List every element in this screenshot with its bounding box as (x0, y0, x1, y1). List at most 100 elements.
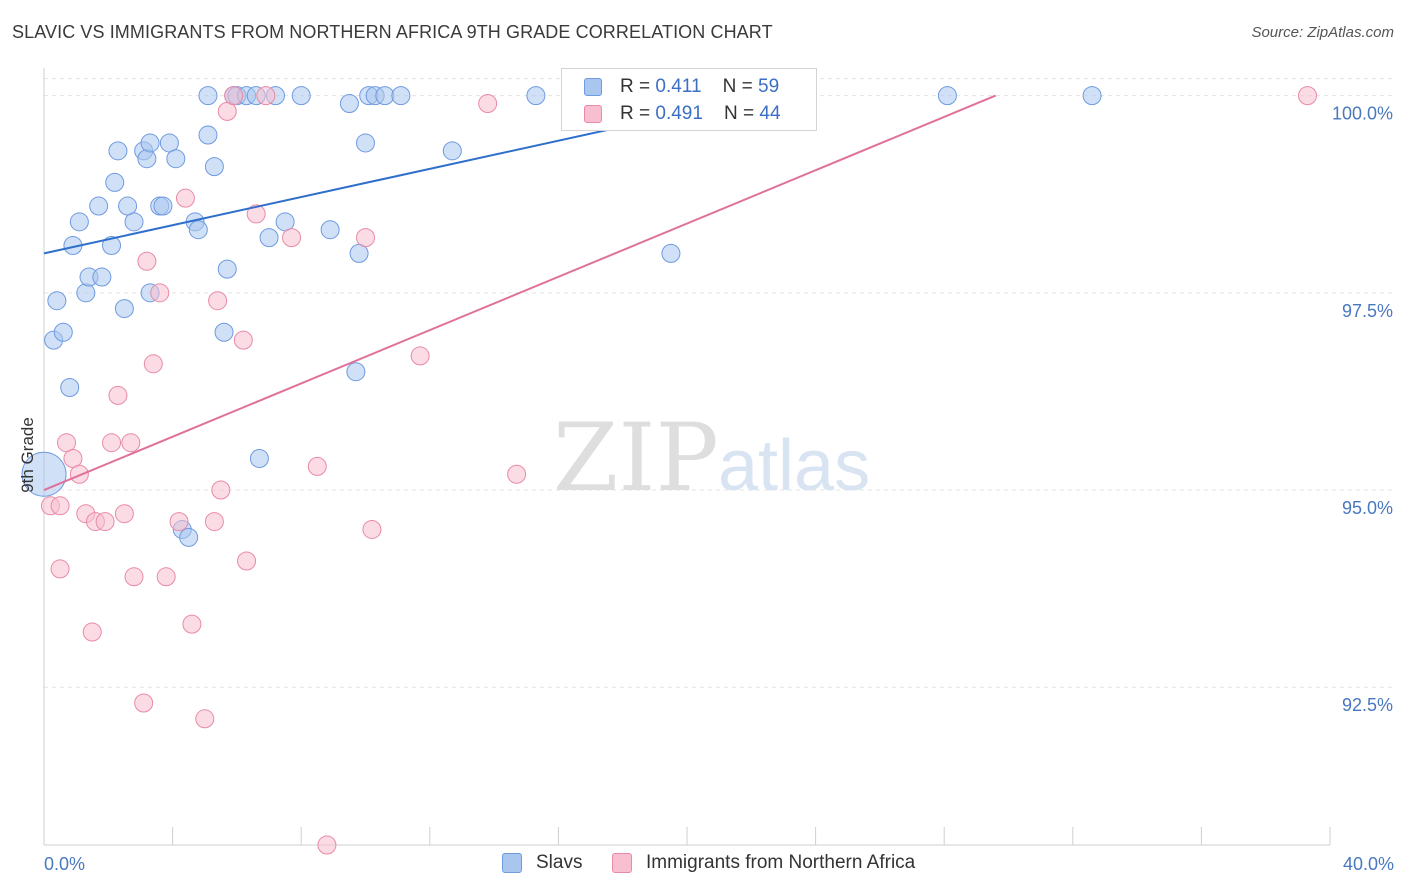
legend-r-value: 0.491 (655, 103, 703, 124)
slavs-point[interactable] (89, 196, 109, 216)
y-tick-label: 97.5% (1342, 301, 1393, 321)
legend-n-value: 44 (759, 103, 781, 124)
slavs-point[interactable] (124, 212, 144, 232)
immigrants-point[interactable] (317, 835, 337, 855)
watermark-zip: ZIP (553, 404, 719, 513)
legend-r-label: R = (620, 76, 656, 97)
slavs-point[interactable] (105, 172, 125, 192)
slavs-point[interactable] (442, 141, 462, 161)
immigrants-point[interactable] (208, 291, 228, 311)
x-axis-max-label: 40.0% (1343, 854, 1394, 874)
slavs-point[interactable] (259, 228, 279, 248)
immigrants-point[interactable] (237, 551, 257, 571)
immigrants-point[interactable] (246, 204, 266, 224)
legend-swatch-immigrants (612, 853, 632, 873)
slavs-point[interactable] (204, 157, 224, 177)
immigrants-point[interactable] (134, 693, 154, 713)
y-tick-labels: 100.0% 97.5% 95.0% 92.5% (1332, 104, 1393, 716)
immigrants-point[interactable] (282, 228, 302, 248)
stats-legend: R = 0.411 N = 59 R = 0.491 N = 44 (561, 68, 817, 131)
legend-n-label: N = (724, 103, 760, 124)
immigrants-point[interactable] (102, 433, 122, 453)
y-tick-label: 95.0% (1342, 498, 1393, 518)
slavs-point[interactable] (47, 291, 67, 311)
slavs-point[interactable] (339, 93, 359, 113)
immigrants-point[interactable] (169, 512, 189, 532)
immigrants-point[interactable] (156, 567, 176, 587)
slavs-point[interactable] (375, 86, 395, 106)
immigrants-point[interactable] (256, 86, 276, 106)
slavs-point[interactable] (937, 86, 957, 106)
y-tick-label: 100.0% (1332, 104, 1393, 124)
immigrants-point[interactable] (195, 709, 215, 729)
slavs-point[interactable] (140, 133, 160, 153)
slavs-point[interactable] (320, 220, 340, 240)
immigrants-point[interactable] (356, 228, 375, 248)
slavs-point[interactable] (346, 362, 366, 382)
slavs-point[interactable] (60, 377, 80, 397)
immigrants-point[interactable] (410, 346, 430, 366)
immigrants-point[interactable] (307, 456, 327, 476)
slavs-point[interactable] (166, 149, 186, 169)
immigrants-point[interactable] (50, 559, 70, 579)
immigrants-point[interactable] (69, 464, 89, 484)
data-points (21, 86, 1317, 855)
immigrants-point[interactable] (507, 464, 527, 484)
immigrants-point[interactable] (150, 283, 170, 303)
axes (43, 68, 1331, 846)
immigrants-point[interactable] (108, 385, 128, 405)
slavs-point[interactable] (53, 322, 73, 342)
slavs-point[interactable] (114, 299, 134, 319)
slavs-point[interactable] (188, 220, 208, 240)
legend-label-immigrants: Immigrants from Northern Africa (646, 852, 916, 873)
legend-swatch-slavs (502, 853, 522, 873)
slavs-point[interactable] (1082, 86, 1102, 106)
slavs-point[interactable] (153, 196, 173, 216)
immigrants-point[interactable] (204, 512, 224, 532)
immigrants-point[interactable] (1297, 86, 1317, 106)
immigrants-point[interactable] (224, 86, 244, 106)
slavs-point[interactable] (102, 235, 122, 255)
legend-item-immigrants[interactable]: Immigrants from Northern Africa (612, 852, 915, 874)
legend-n-label: N = (722, 76, 759, 97)
immigrants-point[interactable] (121, 433, 141, 453)
immigrants-point[interactable] (211, 480, 231, 500)
immigrants-point[interactable] (143, 354, 163, 374)
immigrants-point[interactable] (362, 519, 382, 539)
slavs-point[interactable] (76, 283, 96, 303)
immigrants-point[interactable] (478, 93, 498, 113)
slavs-point[interactable] (526, 86, 546, 106)
immigrants-point[interactable] (124, 567, 144, 587)
legend-swatch-slavs (584, 78, 602, 96)
slavs-point[interactable] (391, 86, 411, 106)
immigrants-point[interactable] (50, 496, 70, 516)
slavs-point[interactable] (198, 125, 218, 145)
immigrants-point[interactable] (95, 512, 115, 532)
slavs-point[interactable] (108, 141, 128, 161)
immigrants-point[interactable] (233, 330, 253, 350)
immigrants-trend-line (43, 94, 997, 491)
slavs-point[interactable] (198, 86, 218, 106)
immigrants-point[interactable] (114, 504, 134, 524)
y-tick-label: 92.5% (1342, 695, 1393, 715)
legend-item-slavs[interactable]: Slavs (502, 852, 582, 874)
slavs-point[interactable] (137, 149, 157, 169)
slavs-point[interactable] (92, 267, 112, 287)
immigrants-point[interactable] (182, 614, 202, 634)
immigrants-point[interactable] (175, 188, 195, 208)
slavs-point[interactable] (661, 243, 681, 263)
y-axis-title: 9th Grade (18, 417, 37, 493)
legend-swatch-immigrants (584, 105, 602, 123)
slavs-point[interactable] (217, 259, 237, 279)
slavs-point[interactable] (214, 322, 234, 342)
x-axis-min-label: 0.0% (44, 854, 85, 874)
legend-label-slavs: Slavs (536, 852, 583, 873)
slavs-point[interactable] (179, 527, 199, 547)
immigrants-point[interactable] (137, 251, 157, 271)
slavs-point[interactable] (356, 133, 375, 153)
slavs-point[interactable] (249, 448, 269, 468)
slavs-point[interactable] (291, 86, 311, 106)
slavs-point[interactable] (69, 212, 89, 232)
immigrants-point[interactable] (82, 622, 102, 642)
